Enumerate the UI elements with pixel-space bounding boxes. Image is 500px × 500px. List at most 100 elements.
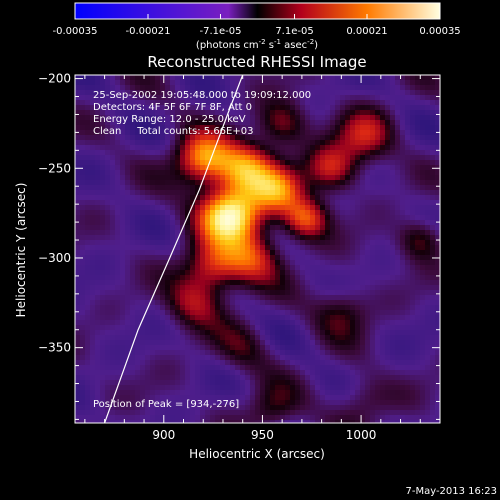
heatmap-cell [390, 370, 396, 376]
heatmap-cell [215, 335, 221, 341]
heatmap-cell [420, 310, 426, 316]
heatmap-cell [135, 220, 141, 226]
heatmap-cell [270, 405, 276, 411]
heatmap-cell [145, 120, 151, 126]
heatmap-cell [320, 380, 326, 386]
heatmap-cell [330, 355, 336, 361]
heatmap-cell [125, 140, 131, 146]
heatmap-cell [180, 390, 186, 396]
heatmap-cell [125, 90, 131, 96]
heatmap-cell [310, 75, 316, 81]
heatmap-cell [140, 215, 146, 221]
heatmap-cell [410, 165, 416, 171]
heatmap-cell [235, 230, 241, 236]
heatmap-cell [155, 300, 161, 306]
heatmap-cell [205, 325, 211, 331]
heatmap-cell [100, 320, 106, 326]
heatmap-cell [340, 195, 346, 201]
heatmap-cell [295, 165, 301, 171]
heatmap-cell [410, 235, 416, 241]
heatmap-cell [325, 145, 331, 151]
heatmap-cell [190, 290, 196, 296]
heatmap-cell [300, 335, 306, 341]
heatmap-cell [220, 360, 226, 366]
heatmap-cell [295, 390, 301, 396]
heatmap-cell [425, 295, 431, 301]
heatmap-cell [90, 305, 96, 311]
heatmap-cell [155, 85, 161, 91]
heatmap-cell [400, 80, 406, 86]
heatmap-cell [220, 320, 226, 326]
heatmap-cell [430, 75, 436, 81]
heatmap-cell [405, 405, 411, 411]
heatmap-cell [385, 395, 391, 401]
heatmap-cell [265, 130, 271, 136]
heatmap-cell [175, 405, 181, 411]
heatmap-cell [285, 270, 291, 276]
heatmap-cell [170, 280, 176, 286]
heatmap-cell [215, 215, 221, 221]
heatmap-cell [165, 215, 171, 221]
heatmap-cell [400, 360, 406, 366]
heatmap-cell [260, 230, 266, 236]
heatmap-cell [300, 400, 306, 406]
heatmap-cell [215, 180, 221, 186]
heatmap-cell [75, 160, 81, 166]
heatmap-cell [190, 145, 196, 151]
heatmap-cell [165, 395, 171, 401]
heatmap-cell [390, 180, 396, 186]
heatmap-cell [275, 145, 281, 151]
heatmap-cell [290, 95, 296, 101]
heatmap-cell [230, 275, 236, 281]
heatmap-cell [140, 360, 146, 366]
heatmap-cell [285, 120, 291, 126]
heatmap-cell [230, 265, 236, 271]
heatmap-cell [110, 185, 116, 191]
heatmap-cell [275, 110, 281, 116]
heatmap-cell [140, 145, 146, 151]
heatmap-cell [130, 390, 136, 396]
heatmap-cell [260, 160, 266, 166]
heatmap-cell [245, 380, 251, 386]
heatmap-cell [305, 285, 311, 291]
heatmap-cell [190, 400, 196, 406]
heatmap-cell [270, 110, 276, 116]
heatmap-cell [390, 265, 396, 271]
heatmap-cell [210, 290, 216, 296]
heatmap-cell [205, 375, 211, 381]
heatmap-cell [120, 320, 126, 326]
heatmap-cell [260, 120, 266, 126]
heatmap-cell [185, 385, 191, 391]
heatmap-cell [370, 220, 376, 226]
heatmap-cell [275, 140, 281, 146]
heatmap-cell [155, 230, 161, 236]
heatmap-cell [265, 90, 271, 96]
heatmap-cell [190, 180, 196, 186]
heatmap-cell [195, 105, 201, 111]
heatmap-cell [400, 315, 406, 321]
heatmap-cell [365, 190, 371, 196]
heatmap-cell [260, 390, 266, 396]
heatmap-cell [135, 390, 141, 396]
heatmap-cell [240, 255, 246, 261]
heatmap-cell [435, 155, 440, 161]
heatmap-cell [415, 220, 421, 226]
heatmap-cell [270, 290, 276, 296]
heatmap-cell [310, 85, 316, 91]
heatmap-cell [155, 250, 161, 256]
heatmap-cell [210, 200, 216, 206]
heatmap-cell [235, 100, 241, 106]
heatmap-cell [365, 280, 371, 286]
heatmap-cell [195, 150, 201, 156]
heatmap-cell [415, 115, 421, 121]
heatmap-cell [410, 175, 416, 181]
heatmap-cell [235, 95, 241, 101]
heatmap-cell [110, 415, 116, 421]
heatmap-cell [345, 405, 351, 411]
heatmap-cell [185, 320, 191, 326]
heatmap-cell [290, 215, 296, 221]
heatmap-cell [430, 310, 436, 316]
heatmap-cell [190, 365, 196, 371]
heatmap-cell [250, 100, 256, 106]
heatmap-cell [140, 100, 146, 106]
